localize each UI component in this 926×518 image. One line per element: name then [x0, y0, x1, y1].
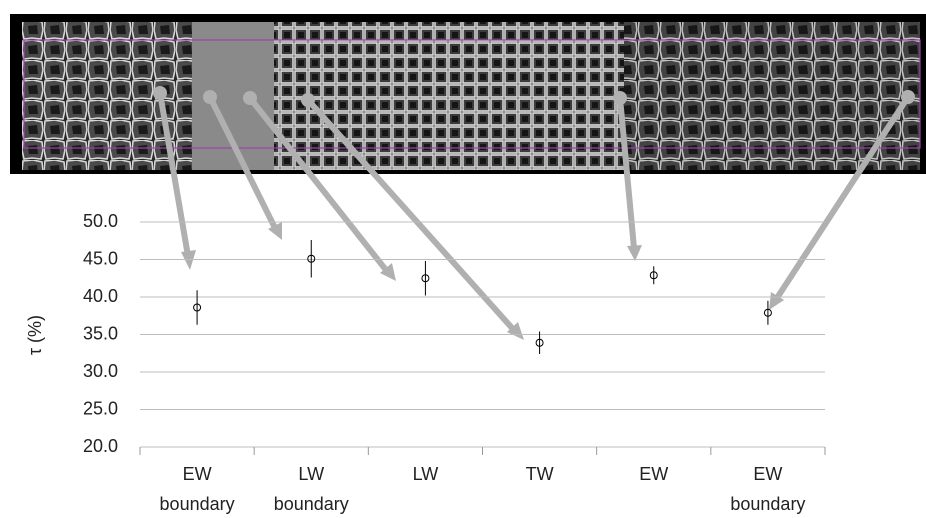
micrograph — [10, 14, 926, 174]
x-tick-label: EW boundary — [160, 464, 235, 514]
y-tick-label: 40.0 — [83, 286, 118, 306]
y-tick-label: 35.0 — [83, 323, 118, 343]
x-tick-label: LW boundary — [274, 464, 349, 514]
y-tick-label: 50.0 — [83, 211, 118, 231]
data-point — [535, 338, 544, 347]
y-tick-label: 25.0 — [83, 398, 118, 418]
data-point — [307, 254, 316, 263]
x-tick-label: LW — [413, 464, 439, 484]
x-tick-label: TW — [526, 464, 554, 484]
y-tick-label: 30.0 — [83, 361, 118, 381]
data-point — [763, 308, 772, 317]
y-tick-label: 45.0 — [83, 248, 118, 268]
x-tick-label: EW boundary — [730, 464, 805, 514]
x-tick-label: EW — [639, 464, 668, 484]
y-tick-label: 20.0 — [83, 436, 118, 456]
data-point — [649, 271, 658, 280]
arrows — [153, 86, 915, 340]
data-point — [421, 274, 430, 283]
data-point — [193, 303, 202, 312]
y-axis-label: τ (%) — [25, 315, 45, 355]
